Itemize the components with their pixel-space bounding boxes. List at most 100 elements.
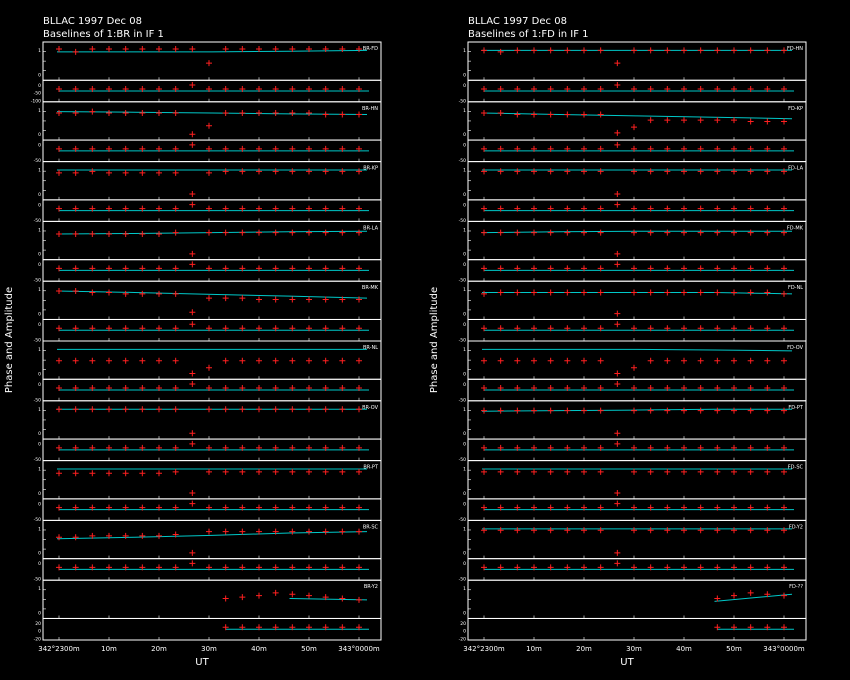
phase-point [272,265,279,272]
amplitude-point [322,296,329,303]
amplitude-point [206,229,212,236]
phase-point [781,564,787,571]
phase-point [714,385,721,392]
amplitude-point [239,528,246,535]
phase-point [647,444,654,451]
phase-tick-label: 0 [38,501,41,507]
amplitude-point [681,117,687,124]
phase-point [156,205,162,212]
phase-point [56,205,62,212]
phase-point [206,504,212,511]
phase-point [239,145,246,152]
amplitude-point [764,468,771,475]
model-amplitude-line [57,49,368,53]
model-amplitude-line [56,531,368,540]
phase-point [681,205,687,212]
x-tick-label: 343°0000m [338,645,380,653]
amplitude-point [514,168,521,175]
amplitude-point [514,357,521,364]
phase-point [256,504,262,511]
phase-point [714,504,721,511]
phase-point [764,504,771,511]
phase-point [531,205,537,212]
phase-point [664,265,671,272]
phase-point [614,440,621,447]
amplitude-point [306,592,312,599]
phase-point [56,504,62,511]
phase-point [764,145,771,152]
amplitude-point [514,229,521,236]
amplitude-point [747,468,754,475]
phase-point [289,385,296,392]
amplitude-point [322,111,329,118]
phase-point [564,385,571,392]
amplitude-point [614,370,621,377]
amplitude-point [731,289,737,296]
amplitude-point [631,168,637,175]
phase-point [581,86,587,93]
amplitude-point [256,296,262,303]
amplitude-point [547,47,554,54]
amplitude-point [256,168,262,175]
amplitude-point [664,468,671,475]
phase-point [547,504,554,511]
phase-point [322,385,329,392]
phase-point [172,564,179,571]
amplitude-point [781,592,787,599]
amplitude-point [356,468,362,475]
amp-tick-label: 0 [463,371,466,377]
phase-point [206,205,212,212]
amplitude-point [272,589,279,596]
phase-tick-label: 0 [38,143,41,149]
phase-point [664,86,671,93]
phase-point [122,385,129,392]
x-tick-label: 343°0000m [763,645,805,653]
amp-tick-label: 0 [38,72,41,78]
amplitude-point [547,168,554,175]
phase-point [306,205,312,212]
phase-point [681,444,687,451]
phase-point [189,560,196,567]
phase-box [42,617,382,641]
phase-tick-label: -20 [459,637,466,643]
phase-point [731,325,737,332]
phase-point [356,564,362,571]
phase-tick-label: -100 [31,98,41,104]
phase-point [581,504,587,511]
phase-point [172,325,179,332]
amplitude-point [72,357,79,364]
amplitude-point [564,111,571,118]
amplitude-point [356,406,362,413]
amplitude-point [306,168,312,175]
amplitude-point [481,229,487,236]
phase-point [122,205,129,212]
amplitude-point [339,528,346,535]
phase-point [647,385,654,392]
amplitude-point [289,168,296,175]
phase-point [222,205,229,212]
amplitude-point [697,117,704,124]
phase-tick-label: -50 [34,91,41,97]
amplitude-point [272,406,279,413]
amplitude-point [697,407,704,414]
phase-tick-label: -50 [34,457,41,463]
amplitude-point [189,131,196,138]
amplitude-point [697,229,704,236]
x-axis-label: UT [195,657,209,668]
phase-point [322,265,329,272]
amplitude-box [467,460,807,500]
amplitude-point [647,47,654,54]
phase-tick-label: 0 [463,629,466,635]
phase-point [581,564,587,571]
amplitude-point [339,468,346,475]
phase-point [681,325,687,332]
amplitude-point [547,468,554,475]
phase-point [356,385,362,392]
phase-point [322,624,329,631]
amplitude-point [322,168,329,175]
phase-point [747,325,754,332]
phase-point [714,624,721,631]
phase-point [497,265,504,272]
phase-tick-label: -50 [34,338,41,344]
